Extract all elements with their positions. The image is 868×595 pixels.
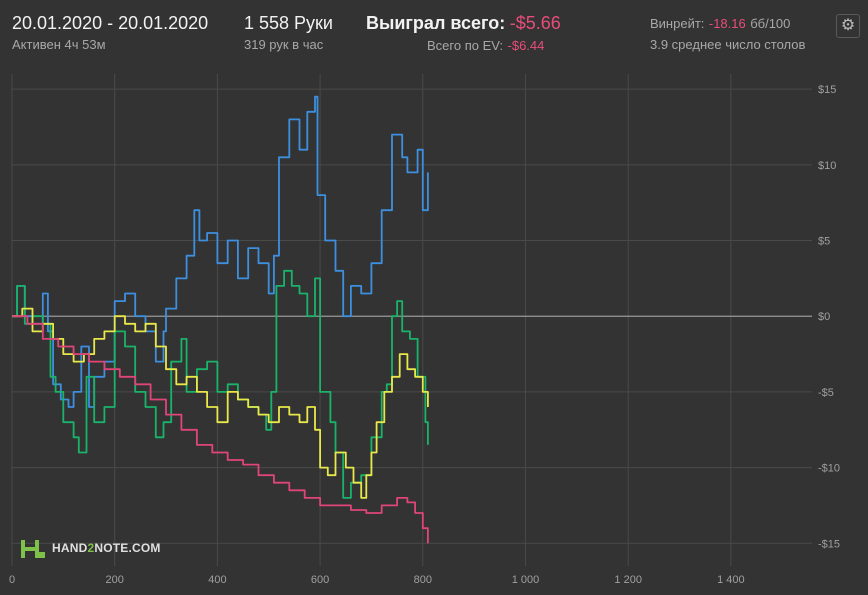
winrate: Винрейт: -18.16 бб/100 — [650, 15, 790, 33]
series-line — [12, 269, 429, 499]
hand2note-logo-text: HAND2NOTE.COM — [52, 541, 161, 555]
y-tick-label: -$15 — [818, 538, 840, 550]
gear-icon[interactable]: ⚙ — [836, 14, 860, 38]
x-tick-label: 1 200 — [614, 574, 642, 586]
x-tick-label: 200 — [106, 574, 124, 586]
won-total-label: Выиграл всего: — [366, 13, 506, 33]
chart-tick-labels: 0 200 400 600 800 1 000 1 200 1 400 $15 $10 $5 $0 -$… — [9, 84, 840, 586]
hand2note-logo-icon — [21, 540, 45, 558]
hands-count: 1 558 Руки — [244, 13, 333, 33]
x-tick-label: 800 — [414, 574, 432, 586]
y-tick-label: $5 — [818, 236, 830, 248]
chart-series — [12, 95, 429, 544]
winrate-value: -18.16 — [708, 16, 746, 31]
logo-accent: 2 — [87, 541, 95, 555]
chart-grid — [11, 74, 812, 566]
hands-per-hour: 319 рук в час — [244, 37, 324, 52]
avg-tables: 3.9 среднее число столов — [650, 37, 806, 52]
ev-total-value: -$6.44 — [507, 38, 545, 53]
y-tick-label: -$10 — [818, 463, 840, 475]
y-tick-label: $15 — [818, 84, 836, 96]
ev-total: Всего по EV: -$6.44 — [427, 37, 544, 55]
x-tick-label: 400 — [208, 574, 226, 586]
x-tick-label: 0 — [9, 574, 15, 586]
winrate-label: Винрейт: — [650, 16, 705, 31]
x-tick-label: 1 400 — [717, 574, 745, 586]
y-tick-label: $0 — [818, 311, 830, 323]
y-tick-label: $10 — [818, 160, 836, 172]
won-total: Выиграл всего: -$5.66 — [366, 13, 561, 34]
x-tick-label: 1 000 — [512, 574, 540, 586]
x-tick-label: 600 — [311, 574, 329, 586]
won-total-value: -$5.66 — [509, 13, 561, 33]
winrate-unit: бб/100 — [750, 16, 791, 31]
active-time: Активен 4ч 53м — [12, 37, 106, 52]
series-line — [12, 95, 429, 408]
date-range: 20.01.2020 - 20.01.2020 — [12, 13, 209, 33]
series-line — [12, 307, 429, 499]
logo-suffix: NOTE.COM — [94, 541, 161, 555]
series-line — [12, 315, 429, 544]
logo-prefix: HAND — [52, 541, 88, 555]
ev-total-label: Всего по EV: — [427, 38, 504, 53]
y-tick-label: -$5 — [818, 387, 834, 399]
